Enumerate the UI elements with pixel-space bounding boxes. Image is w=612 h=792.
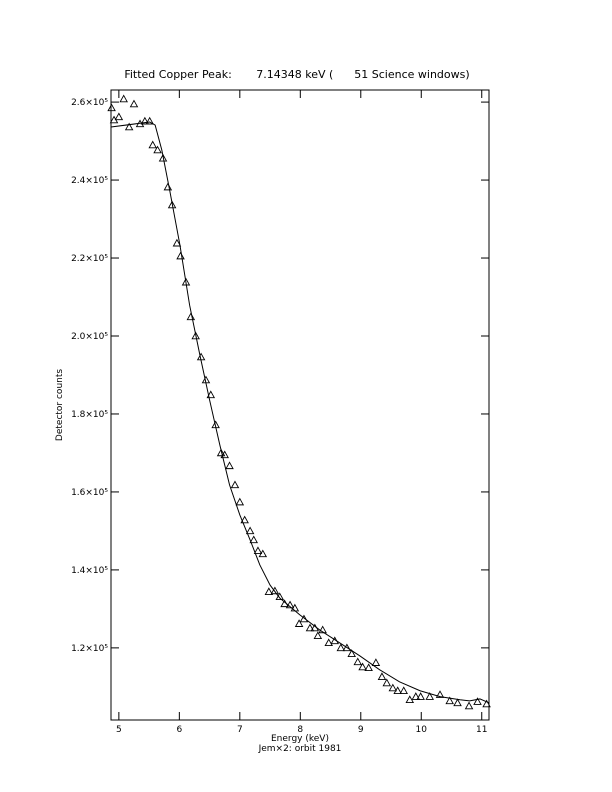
data-point: [358, 662, 367, 671]
x-tick-label: 11: [476, 725, 487, 735]
x-axis-label: Energy (keV): [271, 734, 329, 744]
data-point: [172, 238, 182, 247]
data-point: [382, 678, 392, 687]
data-point: [377, 672, 387, 680]
data-point: [342, 643, 352, 652]
data-point: [264, 587, 274, 595]
subtitle: Jem×2: orbit 1981: [258, 744, 342, 754]
data-point: [416, 692, 425, 700]
data-point: [425, 692, 434, 700]
data-point: [230, 480, 240, 489]
y-tick-label: 2.0×10⁵: [71, 332, 108, 342]
x-tick-label: 10: [416, 725, 428, 735]
data-point: [240, 515, 249, 524]
data-point: [464, 701, 474, 710]
y-tick-label: 1.8×10⁵: [71, 410, 108, 420]
data-point: [191, 331, 200, 340]
y-tick-label: 1.6×10⁵: [71, 488, 108, 498]
data-point: [405, 695, 415, 703]
data-point: [220, 450, 229, 459]
data-point: [453, 698, 462, 707]
data-point: [435, 690, 445, 698]
data-point: [114, 112, 124, 121]
data-point: [253, 546, 263, 555]
x-tick-label: 9: [358, 725, 364, 735]
data-point: [176, 251, 185, 260]
x-tick-label: 7: [237, 725, 243, 735]
data-point: [318, 625, 327, 634]
data-point: [353, 657, 363, 666]
data-point: [225, 461, 234, 470]
data-point: [313, 631, 323, 640]
y-tick-label: 2.4×10⁵: [71, 176, 108, 186]
data-point: [158, 153, 168, 162]
data-point: [347, 649, 356, 657]
data-point: [124, 122, 134, 131]
data-point: [245, 526, 255, 535]
data-point: [235, 497, 245, 506]
fit-line: [110, 121, 490, 704]
data-point: [482, 699, 491, 708]
chart-title: Fitted Copper Peak: 7.14348 keV ( 51 Sci…: [124, 68, 469, 81]
data-point: [371, 658, 381, 666]
x-tick-label: 5: [116, 725, 122, 735]
data-point: [163, 182, 173, 191]
data-point: [119, 94, 128, 103]
data-point: [107, 103, 116, 112]
data-point: [186, 312, 196, 321]
data-point: [140, 116, 150, 125]
data-point: [364, 663, 373, 672]
data-point: [305, 623, 315, 632]
data-point: [145, 116, 154, 125]
data-point: [336, 643, 346, 652]
data-point: [148, 140, 157, 149]
y-tick-label: 1.4×10⁵: [71, 566, 108, 576]
data-point: [388, 683, 398, 692]
data-point: [445, 696, 454, 705]
data-point: [399, 686, 408, 695]
x-tick-label: 8: [297, 725, 303, 735]
data-point: [270, 586, 280, 595]
y-tick-label: 1.2×10⁵: [71, 644, 108, 654]
y-axis-label: Detector counts: [55, 369, 65, 441]
data-point: [153, 145, 162, 154]
data-point: [411, 692, 421, 700]
data-point: [324, 638, 333, 647]
data-point: [216, 448, 226, 457]
data-point: [294, 619, 304, 627]
y-tick-label: 2.2×10⁵: [71, 254, 108, 264]
y-tick-label: 2.6×10⁵: [71, 98, 108, 108]
data-point: [167, 200, 177, 209]
data-point: [258, 549, 268, 558]
data-point: [206, 390, 216, 399]
x-tick-label: 6: [176, 725, 182, 735]
data-point: [249, 535, 258, 544]
data-point: [473, 697, 482, 705]
data-point: [129, 99, 139, 108]
data-point: [393, 686, 402, 695]
